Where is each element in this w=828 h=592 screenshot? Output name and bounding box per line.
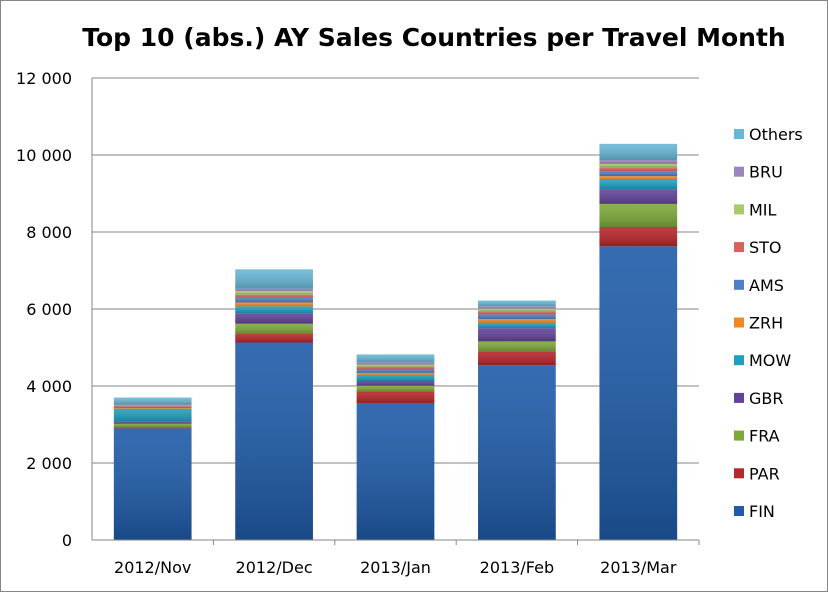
legend-swatch-ams	[734, 279, 744, 290]
bar-segment-shade	[356, 374, 435, 381]
bar-segment-shade	[356, 364, 435, 367]
y-tick-label: 0	[62, 531, 72, 550]
bar-segment-shade	[599, 203, 678, 227]
legend-swatch-mil	[734, 204, 744, 215]
bar-segment-shade	[356, 380, 435, 386]
legend-swatch-gbr	[734, 392, 744, 403]
bar-segment-shade	[599, 246, 678, 540]
bar-segment-shade	[113, 427, 192, 429]
legend-label-mow: MOW	[749, 351, 791, 370]
bar-segment-shade	[356, 366, 435, 370]
legend-swatch-fin	[734, 506, 744, 516]
y-tick-label: 4 000	[26, 377, 72, 396]
bar-segment-shade	[356, 402, 435, 540]
legend-label-zrh: ZRH	[749, 314, 783, 333]
bar-segment-shade	[599, 171, 678, 177]
bar-segment-shade	[113, 408, 192, 422]
bar-segment-shade	[235, 323, 313, 335]
bar-segment-shade	[478, 328, 556, 342]
bar-segment-shade	[478, 319, 556, 323]
axes	[91, 78, 700, 545]
bar-segment-shade	[478, 351, 556, 366]
legend-label-gbr: GBR	[749, 389, 784, 408]
bar-segment-shade	[235, 313, 313, 324]
legend-swatch-sto	[734, 242, 744, 253]
x-tick-label: 2013/Jan	[360, 558, 431, 577]
bar-segment-shade	[235, 269, 313, 289]
y-tick-label: 10 000	[16, 146, 72, 165]
bar-segment-shade	[356, 391, 435, 403]
x-tick-label: 2012/Dec	[236, 558, 313, 577]
bar-segment-shade	[478, 341, 556, 352]
bar-segment-shade	[235, 306, 313, 314]
bar-segment-shade	[356, 362, 435, 365]
bar-segment-shade	[113, 397, 192, 405]
legend: Others BRU MIL STO AMS ZRH MOW GBR FRA PAR FIN	[734, 125, 803, 521]
legend-label-bru: BRU	[749, 163, 783, 182]
bar-segment-shade	[113, 406, 192, 407]
y-tick-label: 8 000	[26, 223, 72, 242]
bar-segment-shade	[235, 302, 313, 307]
y-tick-label: 2 000	[26, 454, 72, 473]
legend-swatch-mow	[734, 355, 744, 366]
bar-segment-shade	[599, 176, 678, 181]
bar-segment-shade	[478, 322, 556, 329]
bar-segment-shade	[478, 314, 556, 320]
bar-segment-shade	[113, 406, 192, 408]
bar-segment-shade	[113, 407, 192, 409]
y-tick-label: 12 000	[16, 69, 72, 88]
legend-label-fra: FRA	[749, 427, 780, 446]
bar-segment-shade	[599, 189, 678, 204]
legend-label-others: Others	[749, 125, 803, 144]
bar-segment-shade	[599, 167, 678, 172]
bar-segment-shade	[235, 334, 313, 343]
legend-swatch-fra	[734, 430, 744, 441]
bar-segment-shade	[356, 354, 435, 363]
bar-segment-shade	[478, 306, 556, 309]
legend-swatch-bru	[734, 166, 744, 177]
x-tick-label: 2013/Feb	[480, 558, 554, 577]
bar-segment-shade	[599, 143, 678, 161]
x-tick-labels: 2012/Nov 2012/Dec 2013/Jan 2013/Feb 2013/Mar	[114, 558, 677, 577]
bar-segment-shade	[113, 405, 192, 407]
bar-segment-shade	[235, 294, 313, 298]
bar-segment-shade	[356, 372, 435, 375]
legend-swatch-zrh	[734, 317, 744, 328]
chart-title: Top 10 (abs.) AY Sales Countries per Tra…	[82, 23, 786, 52]
y-tick-labels: 0 2 000 4 000 6 000 8 000 10 000 12 000	[16, 69, 72, 550]
bar-segment-shade	[356, 385, 435, 392]
legend-swatch-others	[734, 129, 744, 139]
bar-segment-shade	[599, 226, 678, 247]
legend-label-sto: STO	[749, 238, 782, 257]
bar-segment-shade	[478, 365, 556, 540]
y-tick-label: 6 000	[26, 300, 72, 319]
bar-segment-shade	[113, 404, 192, 406]
bar-segment-shade	[235, 290, 313, 295]
bar-segment-shade	[599, 160, 678, 164]
legend-label-par: PAR	[749, 464, 780, 483]
bar-segment-shade	[599, 163, 678, 168]
bars	[113, 143, 678, 540]
bar-segment-shade	[113, 421, 192, 424]
bar-segment-shade	[235, 297, 313, 303]
legend-label-ams: AMS	[749, 276, 784, 295]
legend-label-mil: MIL	[749, 200, 777, 219]
bar-segment-shade	[235, 342, 313, 540]
bar-segment-shade	[235, 288, 313, 291]
bar-segment-shade	[356, 369, 435, 373]
bar-segment-shade	[478, 311, 556, 315]
legend-label-fin: FIN	[749, 502, 775, 521]
x-tick-label: 2012/Nov	[114, 558, 191, 577]
legend-swatch-par	[734, 468, 744, 479]
bar-segment-shade	[478, 308, 556, 312]
x-tick-label: 2013/Mar	[600, 558, 677, 577]
bar-segment-shade	[113, 423, 192, 428]
bar-segment-shade	[599, 180, 678, 190]
bar-segment-shade	[478, 300, 556, 307]
bar-segment-shade	[113, 428, 192, 540]
